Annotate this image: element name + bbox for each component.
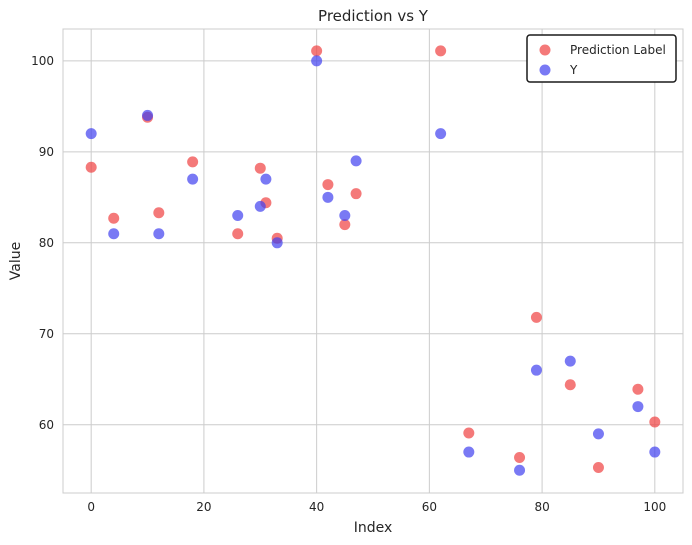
prediction-point xyxy=(322,179,334,191)
chart-title: Prediction vs Y xyxy=(318,7,429,25)
x-tick-label: 0 xyxy=(87,500,95,514)
y-point xyxy=(350,155,362,167)
y-tick-label: 100 xyxy=(31,54,54,68)
prediction-point xyxy=(232,228,244,240)
y-point xyxy=(232,210,244,222)
y-point xyxy=(564,355,576,367)
data-points xyxy=(85,45,661,476)
x-tick-label: 40 xyxy=(309,500,324,514)
legend: Prediction Label Y xyxy=(526,34,677,83)
plot-area xyxy=(62,28,684,494)
prediction-point xyxy=(153,207,165,219)
x-tick-label: 80 xyxy=(534,500,549,514)
prediction-point xyxy=(514,452,526,464)
y-point xyxy=(530,364,542,376)
y-point xyxy=(592,428,604,440)
y-point xyxy=(85,128,97,140)
y-point xyxy=(322,191,334,203)
y-point xyxy=(632,401,644,413)
y-tick-label: 80 xyxy=(39,236,54,250)
y-axis-ticks: 60 70 80 90 100 xyxy=(31,54,54,432)
x-axis-ticks: 0 20 40 60 80 100 xyxy=(87,500,666,514)
y-point xyxy=(254,200,266,212)
y-tick-label: 60 xyxy=(39,418,54,432)
prediction-point xyxy=(85,161,97,173)
prediction-point xyxy=(592,462,604,474)
y-point xyxy=(153,228,165,240)
prediction-point xyxy=(435,45,447,57)
prediction-point xyxy=(311,45,323,57)
x-tick-label: 60 xyxy=(422,500,437,514)
y-axis-title: Value xyxy=(8,242,24,280)
y-tick-label: 90 xyxy=(39,145,54,159)
prediction-point xyxy=(530,311,542,323)
y-point xyxy=(187,173,199,185)
x-tick-label: 100 xyxy=(643,500,666,514)
y-point xyxy=(463,446,475,458)
prediction-point xyxy=(632,383,644,395)
legend-marker-prediction xyxy=(539,44,551,56)
y-point xyxy=(649,446,661,458)
y-point xyxy=(108,228,120,240)
y-point xyxy=(311,55,323,67)
y-point xyxy=(142,109,154,121)
x-axis-title: Index xyxy=(354,520,393,536)
prediction-point xyxy=(463,427,475,439)
grid-lines xyxy=(63,29,683,493)
prediction-point xyxy=(254,162,266,174)
y-point xyxy=(339,210,351,222)
prediction-point xyxy=(187,156,199,168)
legend-label-y: Y xyxy=(569,63,578,77)
y-point xyxy=(514,464,526,476)
legend-marker-y xyxy=(539,64,551,76)
prediction-point xyxy=(564,379,576,391)
prediction-point xyxy=(649,416,661,428)
y-point xyxy=(271,237,283,249)
y-point xyxy=(435,128,447,140)
legend-box xyxy=(526,34,677,83)
prediction-point xyxy=(339,219,351,231)
x-tick-label: 20 xyxy=(196,500,211,514)
y-tick-label: 70 xyxy=(39,327,54,341)
prediction-point xyxy=(108,212,120,224)
y-point xyxy=(260,173,272,185)
prediction-point xyxy=(350,188,362,200)
legend-label-prediction: Prediction Label xyxy=(570,43,666,57)
